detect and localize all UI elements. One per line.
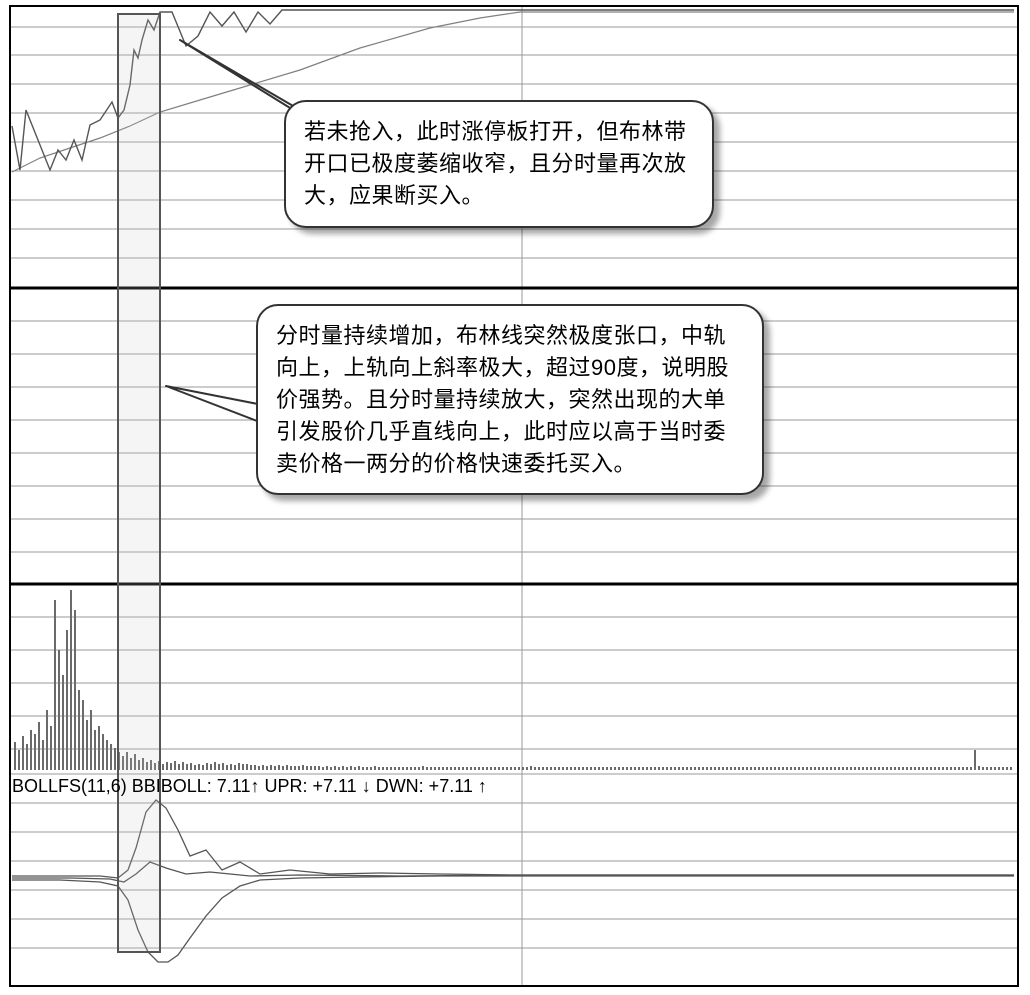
callout-top: 若未抢入，此时涨停板打开，但布林带开口已极度萎缩收窄，且分时量再次放大，应果断买… (284, 100, 714, 228)
boll-arrow-down: ↓ (362, 776, 371, 796)
callout-bottom-text: 分时量持续增加，布林线突然极度张口，中轨向上，上轨向上斜率极大，超过90度，说明… (276, 323, 729, 476)
callout-bottom: 分时量持续增加，布林线突然极度张口，中轨向上，上轨向上斜率极大，超过90度，说明… (256, 304, 764, 495)
boll-label-upr: UPR: +7.11 (259, 776, 361, 796)
boll-arrow-up-2: ↑ (478, 776, 487, 796)
boll-indicator-label: BOLLFS(11,6) BBIBOLL: 7.11 ↑ UPR: +7.11 ↓… (12, 776, 487, 797)
stock-intraday-chart: BOLLFS(11,6) BBIBOLL: 7.11 ↑ UPR: +7.11 ↓… (0, 0, 1030, 995)
boll-label-dwn: DWN: +7.11 (371, 776, 478, 796)
callout-top-text: 若未抢入，此时涨停板打开，但布林带开口已极度萎缩收窄，且分时量再次放大，应果断买… (304, 119, 687, 208)
boll-label-prefix: BOLLFS(11,6) BBIBOLL: 7.11 (12, 776, 250, 796)
